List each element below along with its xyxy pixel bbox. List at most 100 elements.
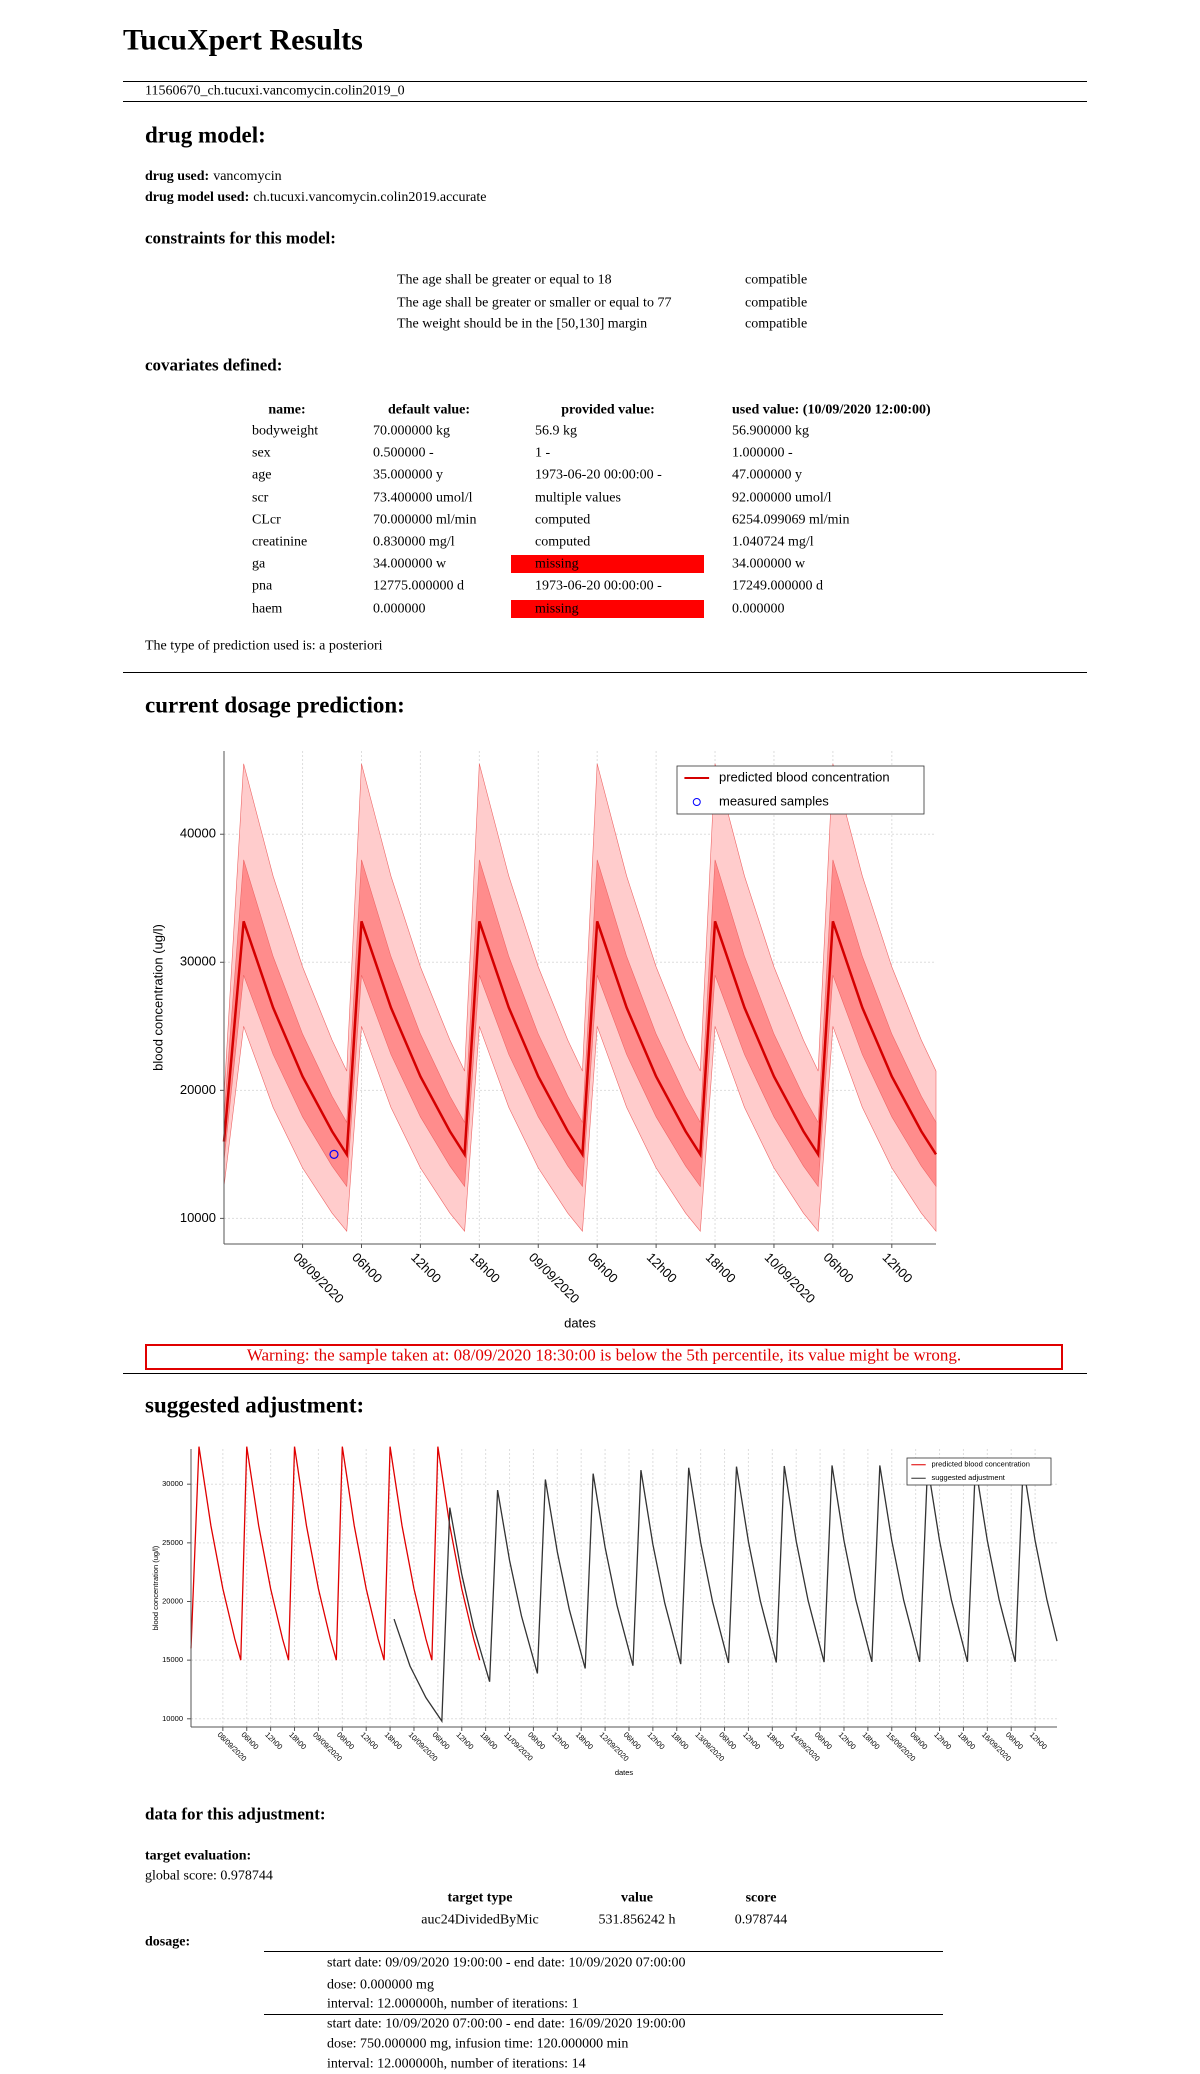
section-heading: suggested adjustment:: [145, 1392, 365, 1418]
covariate-cell: 34.000000 w: [373, 556, 447, 572]
y-tick-label: 10000: [162, 1714, 183, 1723]
rule: [123, 81, 1087, 82]
covariate-cell: 6254.099069 ml/min: [732, 512, 850, 528]
column-header: provided value:: [561, 402, 655, 418]
x-tick-label: 12h00: [1028, 1730, 1049, 1751]
covariate-cell: 1973-06-20 00:00:00 -: [535, 578, 662, 594]
covariate-cell: sex: [252, 445, 271, 461]
column-header: score: [745, 1890, 777, 1906]
legend-label: predicted blood concentration: [931, 1460, 1029, 1469]
section-heading: current dosage prediction:: [145, 692, 405, 718]
covariate-cell: 1973-06-20 00:00:00 -: [535, 467, 662, 483]
drug-used: drug used: vancomycin: [145, 169, 282, 185]
prediction-type: The type of prediction used is: a poster…: [145, 638, 383, 654]
dosage-line: start date: 10/09/2020 07:00:00 - end da…: [327, 2016, 686, 2032]
subsection-heading: data for this adjustment:: [145, 1804, 326, 1824]
covariate-cell: computed: [535, 534, 591, 550]
percentile-band: [223, 859, 937, 1188]
y-tick-label: 15000: [162, 1655, 183, 1664]
covariate-cell: 0.830000 mg/l: [373, 534, 455, 550]
x-axis-label: dates: [615, 1768, 634, 1777]
x-tick-label: 06h00: [1004, 1730, 1025, 1751]
y-tick-label: 20000: [162, 1596, 183, 1605]
x-tick-label: 12h00: [932, 1730, 953, 1751]
global-score: global score: 0.978744: [145, 1868, 273, 1884]
x-tick-label: 06h00: [335, 1730, 356, 1751]
rule: [123, 101, 1087, 102]
rule: [123, 672, 1087, 673]
x-tick-label: 18h00: [956, 1730, 977, 1751]
label: drug used:: [145, 169, 210, 184]
x-tick-label: 18h00: [287, 1730, 308, 1751]
legend-marker: [692, 798, 701, 806]
legend-box: [906, 1457, 1052, 1486]
x-axis-label: dates: [564, 1315, 596, 1330]
page-title: TucuXpert Results: [123, 23, 363, 57]
subsection-heading: covariates defined:: [145, 355, 283, 375]
x-tick-label: 06h00: [239, 1730, 260, 1751]
covariate-cell: 1.040724 mg/l: [732, 534, 814, 550]
covariate-cell: 0.000000: [732, 600, 785, 616]
x-tick-label: 08/09/2020: [290, 1250, 347, 1307]
y-tick-label: 25000: [162, 1538, 183, 1547]
dosage-line: start date: 09/09/2020 19:00:00 - end da…: [327, 1955, 686, 1971]
x-tick-label: 12h00: [646, 1730, 667, 1751]
covariate-cell: 73.400000 umol/l: [373, 489, 473, 505]
y-tick-label: 30000: [162, 1479, 183, 1488]
x-tick-label: 06h00: [585, 1250, 621, 1286]
constraint-text: The age shall be greater or equal to 18: [397, 272, 612, 288]
legend-label: measured samples: [719, 793, 829, 808]
x-tick-label: 06h00: [349, 1250, 385, 1286]
legend-label: predicted blood concentration: [719, 769, 890, 784]
series-line: [190, 1446, 481, 1661]
column-header: default value:: [387, 402, 471, 418]
y-axis-label: blood concentration (ug/l): [151, 1545, 160, 1630]
column-header: name:: [268, 402, 306, 418]
x-tick-label: 06h00: [526, 1730, 547, 1751]
x-tick-label: 18h00: [478, 1730, 499, 1751]
dosage-line: interval: 12.000000h, number of iteratio…: [327, 1996, 579, 2012]
x-tick-label: 06h00: [431, 1730, 452, 1751]
column-header: used value: (10/09/2020 12:00:00): [732, 402, 931, 418]
covariate-cell: missing: [535, 600, 579, 616]
legend-label: suggested adjustment: [931, 1473, 1005, 1482]
x-tick-label: 12h00: [879, 1250, 915, 1286]
column-header: value: [621, 1890, 653, 1906]
covariate-cell: 70.000000 ml/min: [373, 512, 477, 528]
x-tick-label: 06h00: [717, 1730, 738, 1751]
x-tick-label: 12h00: [837, 1730, 858, 1751]
target-cell: 0.978744: [734, 1912, 788, 1928]
covariate-cell: age: [252, 467, 272, 483]
dosage-line: interval: 12.000000h, number of iteratio…: [327, 2056, 586, 2072]
dosage-line: dose: 750.000000 mg, infusion time: 120.…: [327, 2036, 629, 2052]
constraint-status: compatible: [745, 316, 808, 332]
covariate-cell: 1 -: [535, 445, 551, 461]
covariate-cell: computed: [535, 512, 591, 528]
x-tick-label: 18h00: [383, 1730, 404, 1751]
rule: [264, 2014, 943, 2015]
value: ch.tucuxi.vancomycin.colin2019.accurate: [253, 190, 487, 205]
covariate-cell: bodyweight: [252, 423, 319, 439]
target-cell: 531.856242 h: [598, 1912, 676, 1928]
constraint-text: The age shall be greater or smaller or e…: [397, 295, 672, 311]
subsection-heading: constraints for this model:: [145, 228, 336, 248]
covariate-cell: 1.000000 -: [732, 445, 793, 461]
x-tick-label: 18h00: [467, 1250, 503, 1286]
warning-box: [145, 1344, 1063, 1370]
x-tick-label: 06h00: [821, 1250, 857, 1286]
covariate-cell: haem: [252, 600, 283, 616]
y-tick-label: 10000: [180, 1210, 216, 1225]
label: target evaluation:: [145, 1848, 252, 1864]
report-id: 11560670_ch.tucuxi.vancomycin.colin2019_…: [145, 83, 405, 99]
covariate-cell: CLcr: [252, 512, 281, 528]
covariate-cell: multiple values: [535, 489, 621, 505]
section-heading: drug model:: [145, 122, 266, 148]
label: dosage:: [145, 1934, 191, 1950]
covariate-cell: pna: [252, 578, 273, 594]
cell-highlight: [511, 555, 704, 574]
y-tick-label: 40000: [180, 826, 216, 841]
series-line: [393, 1465, 1058, 1724]
target-cell: auc24DividedByMic: [421, 1912, 539, 1928]
